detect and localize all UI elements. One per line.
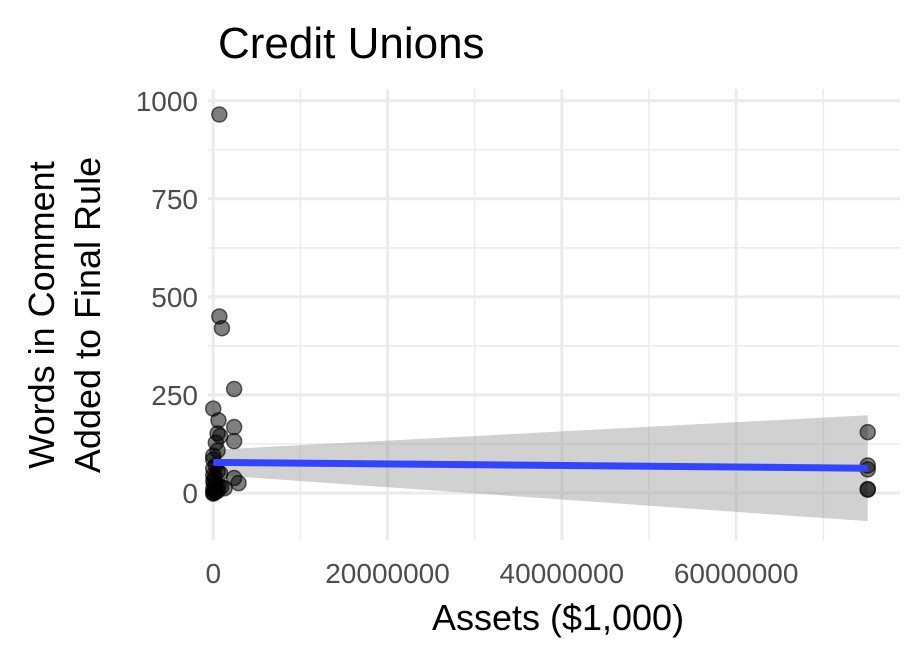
data-point <box>211 106 228 123</box>
y-tick-label: 750 <box>151 184 198 215</box>
y-axis-title-line-2: Added to Final Rule <box>67 157 108 473</box>
y-tick-label: 1000 <box>136 86 198 117</box>
data-point <box>225 380 243 398</box>
data-point <box>225 432 243 450</box>
data-point <box>859 423 877 441</box>
x-tick-label: 20000000 <box>325 558 450 589</box>
data-point <box>213 319 231 337</box>
trend-line <box>213 458 868 472</box>
data-point <box>225 418 243 436</box>
y-tick-label: 500 <box>151 282 198 313</box>
trend-line-path <box>213 458 868 472</box>
y-axis-title-line-1: Words in Comment <box>21 161 62 468</box>
scatter-points <box>204 106 877 502</box>
y-axis-title: Words in Comment Added to Final Rule <box>21 157 108 473</box>
x-tick-label: 0 <box>205 558 221 589</box>
x-axis-title: Assets ($1,000) <box>432 597 684 638</box>
x-axis-tick-labels: 0 20000000 40000000 60000000 <box>205 558 798 589</box>
y-tick-label: 250 <box>151 380 198 411</box>
x-tick-label: 40000000 <box>500 558 625 589</box>
y-tick-label: 0 <box>182 478 198 509</box>
data-point <box>859 481 877 499</box>
chart-title: Credit Unions <box>218 19 485 68</box>
x-tick-label: 60000000 <box>674 558 799 589</box>
data-point <box>230 474 247 492</box>
y-axis-tick-labels: 0 250 500 750 1000 <box>136 86 198 509</box>
data-point <box>207 483 225 501</box>
